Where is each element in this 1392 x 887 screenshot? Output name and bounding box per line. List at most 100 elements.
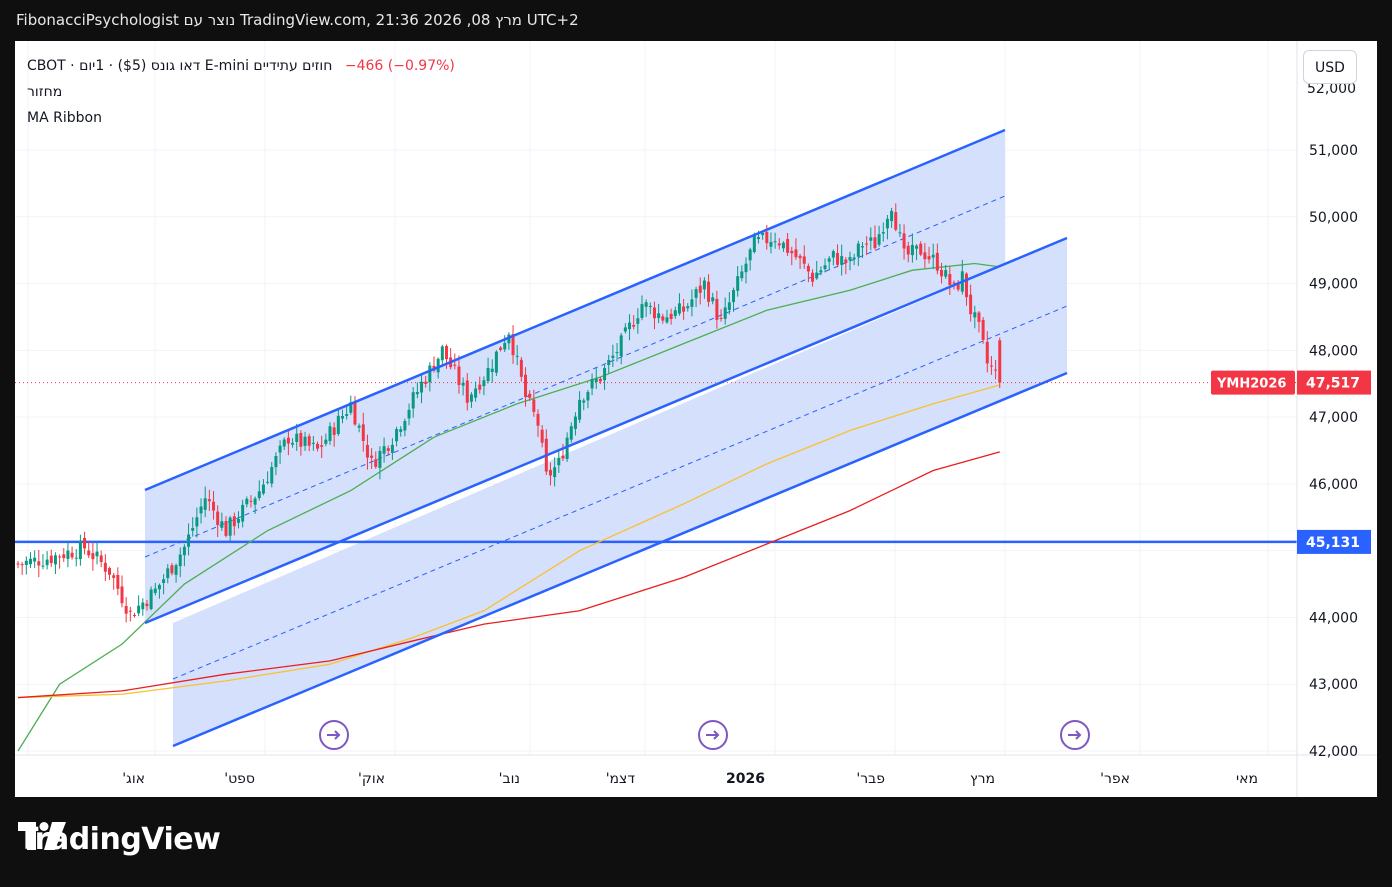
candle-body bbox=[619, 335, 623, 357]
candle-body bbox=[62, 554, 66, 559]
candle-body bbox=[436, 358, 440, 373]
candle-body bbox=[453, 364, 457, 366]
candle-body bbox=[732, 290, 736, 303]
candle-body bbox=[440, 346, 444, 361]
legend-symbol[interactable]: חוזים עתידיים E-mini דאו גונס ($5) · 1יו… bbox=[27, 58, 333, 74]
candle-body bbox=[420, 381, 424, 393]
candle-body bbox=[890, 210, 894, 222]
time-tick-label: מאי bbox=[1236, 771, 1258, 787]
candle-body bbox=[532, 399, 536, 412]
candle-body bbox=[665, 317, 669, 323]
candle-body bbox=[474, 388, 478, 398]
candle-body bbox=[232, 516, 236, 527]
candle-body bbox=[374, 459, 378, 467]
candle-body bbox=[37, 561, 41, 566]
candle-body bbox=[511, 334, 515, 356]
candle-body bbox=[915, 245, 919, 249]
candle-body bbox=[386, 448, 390, 451]
channel-lower-line[interactable] bbox=[172, 371, 1068, 748]
price-tick-label: 42,000 bbox=[1309, 744, 1358, 760]
candle-body bbox=[87, 550, 91, 556]
candle-body bbox=[578, 399, 582, 420]
candle-body bbox=[690, 299, 694, 307]
candle-body bbox=[112, 575, 116, 578]
candle-body bbox=[120, 586, 124, 604]
candle-body bbox=[299, 432, 303, 447]
candle-body bbox=[736, 276, 740, 291]
candle-body bbox=[286, 437, 290, 444]
candle-body bbox=[607, 359, 611, 366]
candle-body bbox=[311, 442, 315, 444]
channel-fill-upper bbox=[145, 130, 1005, 623]
candle-body bbox=[632, 324, 636, 327]
candle-body bbox=[594, 378, 598, 382]
candle-body bbox=[295, 433, 299, 442]
event-marker-arrow-icon bbox=[327, 730, 341, 740]
candle-body bbox=[482, 380, 486, 387]
candle-body bbox=[415, 391, 419, 395]
candle-body bbox=[873, 237, 877, 249]
candle-body bbox=[628, 322, 632, 330]
candle-body bbox=[324, 439, 328, 444]
candle-body bbox=[582, 400, 586, 403]
candle-body bbox=[977, 312, 981, 322]
candle-body bbox=[403, 420, 407, 431]
candle-body bbox=[353, 402, 357, 425]
candle-body bbox=[20, 564, 24, 566]
price-chart[interactable]: 52,000 42,000 43,000 44,000 46,000 47,000 48,0… bbox=[15, 41, 1377, 797]
event-marker-arrow-icon bbox=[1068, 730, 1082, 740]
candle-body bbox=[840, 256, 844, 265]
candle-body bbox=[465, 380, 469, 403]
candle-body bbox=[336, 415, 340, 435]
legend-indicator-volume[interactable]: מחזור bbox=[27, 84, 63, 100]
candle-body bbox=[303, 436, 307, 446]
candle-body bbox=[174, 565, 178, 575]
candle-body bbox=[137, 605, 141, 614]
currency-button[interactable]: USD bbox=[1303, 50, 1357, 84]
candle-body bbox=[236, 518, 240, 523]
candle-body bbox=[349, 402, 353, 413]
legend-indicator-ma-ribbon[interactable]: MA Ribbon bbox=[27, 110, 102, 126]
time-tick-label: נוב' bbox=[499, 771, 520, 787]
channel-middle-line[interactable] bbox=[144, 236, 1068, 625]
moving-average-yellow bbox=[17, 384, 1000, 699]
candle-body bbox=[95, 551, 99, 557]
candle-body bbox=[969, 294, 973, 315]
candle-body bbox=[307, 436, 311, 446]
candle-body bbox=[806, 265, 810, 272]
candle-body bbox=[781, 242, 785, 249]
last-symbol-tag bbox=[1211, 370, 1295, 395]
candle-body bbox=[162, 579, 166, 583]
candle-body bbox=[282, 439, 286, 447]
candle-body bbox=[823, 265, 827, 270]
candle-body bbox=[128, 610, 132, 612]
candle-body bbox=[919, 243, 923, 255]
candle-body bbox=[58, 556, 62, 558]
header-title: FibonacciPsychologist נוצר עם TradingVie… bbox=[16, 11, 579, 29]
candle-body bbox=[499, 347, 503, 350]
candle-body bbox=[790, 250, 794, 254]
candle-body bbox=[707, 281, 711, 302]
candle-body bbox=[411, 392, 415, 409]
candle-body bbox=[444, 346, 448, 360]
candle-body bbox=[898, 232, 902, 234]
chart-panel[interactable]: חוזים עתידיים E-mini דאו גונס ($5) · 1יו… bbox=[15, 41, 1377, 797]
candle-body bbox=[316, 443, 320, 449]
channel-upper-line[interactable] bbox=[144, 128, 1006, 492]
price-tick-label: 46,000 bbox=[1309, 477, 1358, 493]
candle-body bbox=[182, 546, 186, 556]
candle-body bbox=[203, 498, 207, 510]
candle-body bbox=[973, 312, 977, 318]
candle-body bbox=[748, 249, 752, 261]
candle-body bbox=[586, 392, 590, 401]
candle-body bbox=[940, 269, 944, 277]
candle-body bbox=[278, 445, 282, 453]
candle-body bbox=[245, 498, 249, 505]
candle-body bbox=[827, 258, 831, 262]
candle-body bbox=[702, 280, 706, 290]
candle-body bbox=[24, 560, 28, 565]
candle-body bbox=[257, 491, 261, 499]
candle-body bbox=[569, 426, 573, 440]
candle-body bbox=[274, 456, 278, 468]
last-symbol-tag-text: YMH2026 bbox=[1216, 377, 1286, 392]
